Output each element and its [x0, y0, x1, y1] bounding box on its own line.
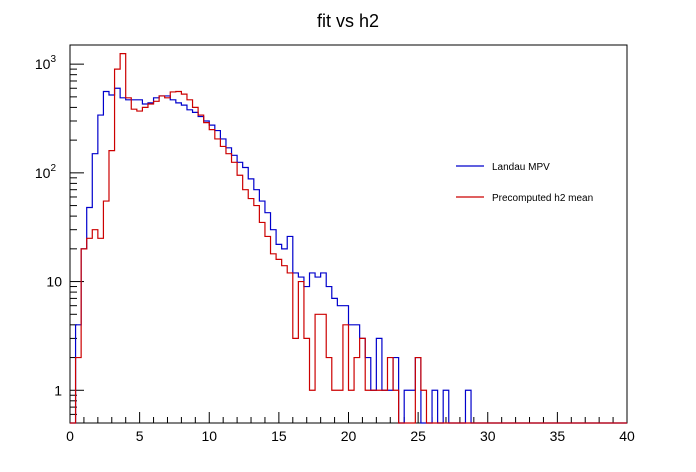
series-line-precomputed-h2-mean: [70, 53, 627, 424]
x-tick-label: 0: [66, 428, 74, 444]
x-tick-label: 5: [136, 428, 144, 444]
legend-label: Landau MPV: [492, 162, 550, 173]
x-tick-label: 10: [201, 428, 217, 444]
chart-title: fit vs h2: [317, 11, 379, 31]
x-tick-label: 30: [480, 428, 496, 444]
x-tick-label: 35: [550, 428, 566, 444]
y-tick-label: 102: [35, 163, 57, 181]
x-tick-label: 40: [619, 428, 635, 444]
x-tick-label: 25: [410, 428, 426, 444]
series-layer: [70, 53, 627, 424]
y-tick-label: 103: [35, 54, 57, 72]
y-tick-label: 10: [46, 274, 62, 290]
x-tick-label: 20: [341, 428, 357, 444]
legend-label: Precomputed h2 mean: [492, 193, 593, 204]
x-tick-label: 15: [271, 428, 287, 444]
legend: Landau MPV Precomputed h2 mean: [456, 162, 593, 204]
axis-ticks: 0 5 10 15 20 25 30 35 40 1 10 102 103: [35, 54, 635, 444]
y-tick-label: 1: [54, 382, 62, 398]
